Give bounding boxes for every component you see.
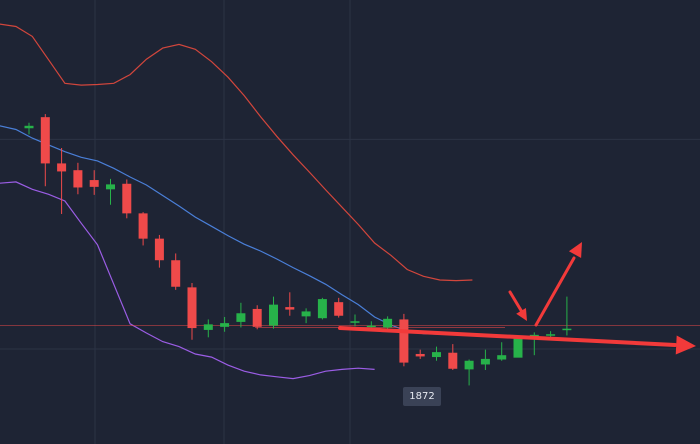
candle-body	[57, 163, 67, 172]
candle-body	[301, 311, 311, 317]
candles	[24, 114, 572, 386]
candle-body	[513, 338, 523, 358]
candle-body	[415, 353, 425, 357]
candle-body	[171, 260, 181, 287]
candle-body	[432, 352, 441, 358]
candle-body	[317, 299, 327, 319]
candle-body	[350, 321, 360, 323]
candle-body	[154, 238, 164, 261]
candle-body	[236, 313, 246, 322]
candle-body	[220, 323, 230, 327]
candle-body	[187, 287, 197, 329]
candle-body	[448, 352, 458, 369]
candle-body	[480, 358, 490, 365]
upper-band-line	[0, 23, 473, 282]
candle-body	[383, 318, 393, 328]
lower-band-line	[0, 181, 375, 380]
candle-body	[334, 302, 344, 316]
pullback-arrow-line	[508, 290, 524, 314]
breakout-arrow-line	[534, 256, 576, 327]
bollinger-bands	[0, 23, 473, 380]
candle-body	[24, 125, 34, 129]
candle-body	[89, 180, 99, 187]
candle-body	[203, 324, 213, 330]
breakout-arrow-head	[568, 242, 582, 258]
candle-body	[252, 308, 262, 327]
candle-body	[122, 183, 132, 214]
candle-body	[285, 307, 295, 310]
annotation-arrows	[338, 242, 696, 355]
candle-body	[399, 319, 409, 363]
candle-body	[106, 184, 115, 190]
reference-lines	[0, 325, 700, 328]
candle-body	[546, 334, 556, 336]
candle-body	[497, 355, 507, 360]
price-label: 1872	[403, 387, 441, 406]
pullback-arrow-head	[516, 308, 527, 321]
candle-body	[562, 328, 572, 331]
middle-band-line	[0, 125, 440, 335]
candle-body	[40, 117, 50, 164]
candle-body	[73, 170, 83, 188]
trend-arrow-head	[675, 335, 696, 355]
candle-body	[464, 360, 474, 370]
trend-arrow-line	[338, 326, 677, 347]
candle-body	[269, 304, 278, 326]
candle-body	[366, 325, 376, 328]
candle-body	[138, 213, 148, 239]
